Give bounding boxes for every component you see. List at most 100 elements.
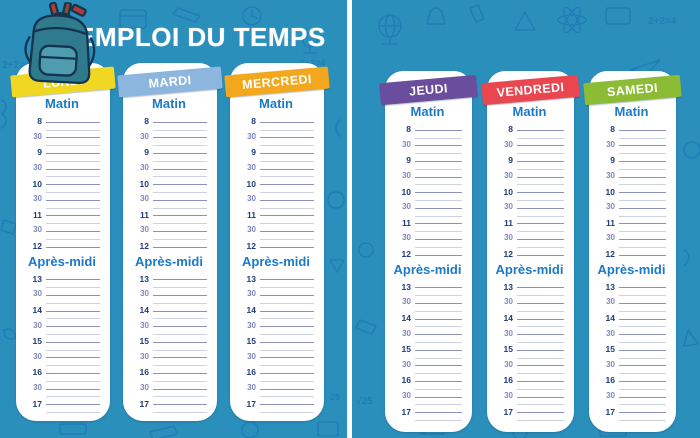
schedule-line xyxy=(619,137,666,139)
schedule-line xyxy=(619,365,666,367)
schedule-line xyxy=(619,287,666,289)
schedule-line xyxy=(260,279,314,281)
hour-rows: 13 30 14 30 15 30 16 30 17 xyxy=(22,273,102,413)
hour-row: 30 xyxy=(129,162,209,172)
hour-row: 30 xyxy=(129,131,209,140)
blank-row xyxy=(236,138,316,147)
hour-row: 17 xyxy=(595,405,668,417)
blank-row xyxy=(493,224,566,233)
schedule-line xyxy=(260,191,314,193)
schedule-line xyxy=(415,192,462,194)
hour-label: 10 xyxy=(139,178,149,189)
schedule-line xyxy=(517,310,564,312)
hour-row: 30 xyxy=(22,162,102,172)
half-hour-label: 30 xyxy=(504,139,513,149)
hour-label: 11 xyxy=(33,209,42,220)
hour-row: 30 xyxy=(236,351,316,360)
blank-row xyxy=(595,351,668,359)
schedule-line xyxy=(46,238,100,240)
hour-row: 11 xyxy=(391,217,464,227)
schedule-line xyxy=(153,326,207,328)
schedule-line xyxy=(260,246,314,248)
schedule-line xyxy=(517,357,564,359)
blank-row xyxy=(391,131,464,139)
hour-row: 9 xyxy=(391,154,464,165)
hour-row: 10 xyxy=(129,177,209,189)
half-hour-label: 30 xyxy=(247,320,256,330)
afternoon-heading: Après-midi xyxy=(242,253,310,269)
schedule-line xyxy=(619,160,666,162)
schedule-line xyxy=(517,207,564,209)
hour-label: 14 xyxy=(605,313,615,324)
half-hour-label: 30 xyxy=(402,139,411,149)
hour-row: 14 xyxy=(595,312,668,324)
half-hour-label: 30 xyxy=(33,225,42,235)
schedule-line xyxy=(415,238,462,240)
hour-label: 8 xyxy=(144,116,149,127)
schedule-line xyxy=(415,231,462,233)
hour-row: 30 xyxy=(493,139,566,149)
doodle-triangle xyxy=(683,329,699,347)
blank-row xyxy=(493,366,566,375)
blank-row xyxy=(595,240,668,248)
doodle-pencil-icon xyxy=(172,7,201,23)
schedule-line xyxy=(517,419,564,421)
hour-row: 15 xyxy=(391,343,464,353)
schedule-line xyxy=(153,318,207,320)
blank-row xyxy=(595,304,668,312)
schedule-line xyxy=(46,176,100,178)
blank-row xyxy=(595,131,668,139)
afternoon-heading: Après-midi xyxy=(495,261,564,277)
hour-label: 15 xyxy=(139,336,149,347)
schedule-line xyxy=(415,199,462,201)
schedule-line xyxy=(517,137,564,139)
half-hour-label: 30 xyxy=(140,289,149,299)
schedule-line xyxy=(46,207,100,209)
schedule-line xyxy=(153,191,207,193)
schedule-line xyxy=(415,349,462,351)
schedule-line xyxy=(415,373,462,375)
schedule-line xyxy=(619,153,666,155)
blank-row xyxy=(391,366,464,375)
schedule-line xyxy=(517,246,564,248)
hour-label: 8 xyxy=(251,116,256,127)
hour-row: 30 xyxy=(129,193,209,203)
hour-row: 30 xyxy=(129,288,209,299)
schedule-line xyxy=(619,349,666,351)
doodle-book-icon xyxy=(605,7,631,25)
blank-row xyxy=(236,296,316,304)
schedule-line xyxy=(260,326,314,328)
blank-row xyxy=(129,312,209,320)
schedule-line xyxy=(517,215,564,217)
schedule-line xyxy=(517,334,564,336)
schedule-line xyxy=(415,246,462,248)
hour-label: 9 xyxy=(251,147,256,158)
half-hour-label: 30 xyxy=(33,320,42,330)
hour-label: 17 xyxy=(605,406,615,417)
schedule-line xyxy=(153,388,207,390)
half-hour-label: 30 xyxy=(402,202,411,212)
schedule-line xyxy=(415,176,462,178)
doodle-squiggle xyxy=(1,99,7,129)
hour-row: 30 xyxy=(391,170,464,180)
schedule-line xyxy=(46,129,100,131)
half-hour-label: 30 xyxy=(504,391,513,400)
blank-row xyxy=(129,405,209,413)
blank-row xyxy=(22,185,102,193)
half-hour-label: 30 xyxy=(402,297,411,307)
schedule-line xyxy=(46,230,100,232)
schedule-line xyxy=(260,333,314,335)
backpack-icon xyxy=(24,1,96,85)
blank-row xyxy=(236,201,316,209)
day-column-samedi: SAMEDI Matin 8 30 9 30 10 30 11 30 12 Après-midi 13 3… xyxy=(583,71,682,432)
half-hour-label: 30 xyxy=(504,359,513,369)
schedule-line xyxy=(415,184,462,186)
schedule-line xyxy=(260,287,314,289)
schedule-line xyxy=(46,318,100,320)
afternoon-heading: Après-midi xyxy=(28,253,96,269)
blank-row xyxy=(129,185,209,193)
hour-row: 15 xyxy=(236,335,316,345)
blank-row xyxy=(236,374,316,382)
half-hour-label: 30 xyxy=(247,383,256,392)
hour-row: 13 xyxy=(595,281,668,291)
